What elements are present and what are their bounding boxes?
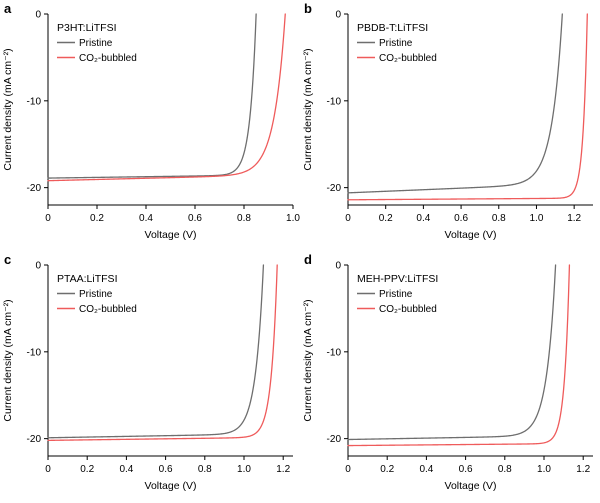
legend-label-co2: CO₂-bubbled	[379, 53, 437, 64]
y-tick-label: 0	[335, 261, 341, 272]
jv-curve-pristine	[47, 264, 265, 439]
y-axis-label: Current density (mA cm⁻²)	[302, 299, 314, 421]
legend-title: P3HT:LiTFSI	[57, 22, 117, 34]
y-tick-label: -10	[27, 96, 42, 107]
x-tick-label: 0.6	[188, 213, 202, 224]
x-tick-label: 1.2	[567, 213, 581, 224]
panel-letter-d: d	[304, 252, 312, 267]
jv-curve-pristine	[347, 264, 557, 441]
x-tick-label: 0.6	[459, 464, 473, 475]
legend-label-pristine: Pristine	[79, 38, 113, 49]
legend-title: PBDB-T:LiTFSI	[357, 22, 428, 34]
jv-plot-c: 0 -10 -20 0 0.2 0.4 0.6 0.8 1.0 1.2 Current densit…	[2, 252, 293, 492]
x-tick-label: 0	[45, 464, 51, 475]
x-axis-label: Voltage (V)	[145, 229, 197, 241]
jv-curve-co2-bubbled	[347, 13, 588, 201]
x-tick-label: 1.2	[276, 464, 290, 475]
panel-c: 0 -10 -20 0 0.2 0.4 0.6 0.8 1.0 1.2 Current densit…	[0, 251, 300, 502]
x-tick-label: 0.6	[454, 213, 468, 224]
panel-letter-c: c	[4, 252, 11, 267]
y-axis-label: Current density (mA cm⁻²)	[2, 299, 14, 421]
legend-title: PTAA:LiTFSI	[57, 273, 117, 285]
y-tick-label: -20	[27, 434, 42, 445]
x-tick-label: 0	[345, 213, 351, 224]
legend-label-pristine: Pristine	[379, 289, 413, 300]
legend-label-pristine: Pristine	[79, 289, 113, 300]
x-tick-label: 1.0	[537, 464, 551, 475]
x-axis-label: Voltage (V)	[445, 229, 497, 241]
jv-curve-co2-bubbled	[47, 13, 286, 182]
x-tick-label: 0.4	[139, 213, 153, 224]
y-tick-label: 0	[35, 261, 41, 272]
x-tick-label: 0.2	[90, 213, 104, 224]
x-tick-label: 0.2	[380, 464, 394, 475]
legend-label-co2: CO₂-bubbled	[379, 304, 437, 315]
x-tick-label: 0.8	[198, 464, 212, 475]
jv-curve-pristine	[347, 13, 563, 194]
legend-label-co2: CO₂-bubbled	[79, 53, 137, 64]
x-tick-label: 1.2	[576, 464, 590, 475]
x-tick-label: 0.6	[159, 464, 173, 475]
x-tick-label: 0.4	[119, 464, 133, 475]
jv-curve-co2-bubbled	[347, 264, 571, 447]
x-tick-label: 0.8	[498, 464, 512, 475]
panel-d: 0 -10 -20 0 0.2 0.4 0.6 0.8 1.0 1.2 Current densit…	[300, 251, 600, 502]
x-tick-label: 0.4	[416, 213, 430, 224]
y-axis-label: Current density (mA cm⁻²)	[2, 48, 14, 170]
panel-letter-a: a	[4, 1, 12, 16]
jv-curve-pristine	[47, 13, 257, 179]
x-tick-label: 0.8	[492, 213, 506, 224]
legend-title: MEH-PPV:LiTFSI	[357, 273, 438, 285]
jv-plot-d: 0 -10 -20 0 0.2 0.4 0.6 0.8 1.0 1.2 Current densit…	[302, 252, 593, 492]
y-tick-label: -20	[27, 183, 42, 194]
x-tick-label: 1.0	[286, 213, 300, 224]
jv-curve-co2-bubbled	[47, 264, 278, 442]
x-tick-label: 0.2	[379, 213, 393, 224]
y-tick-label: -10	[327, 347, 342, 358]
jv-plot-b: 0 -10 -20 0 0.2 0.4 0.6 0.8 1.0 1.2 Current densit…	[302, 1, 593, 241]
y-tick-label: 0	[335, 10, 341, 21]
x-tick-label: 0	[345, 464, 351, 475]
legend-label-pristine: Pristine	[379, 38, 413, 49]
x-tick-label: 0.2	[80, 464, 94, 475]
y-tick-label: -10	[327, 96, 342, 107]
panel-letter-b: b	[304, 1, 312, 16]
x-axis-label: Voltage (V)	[445, 480, 497, 492]
panel-a: 0 -10 -20 0 0.2 0.4 0.6 0.8 1.0 Current density (…	[0, 0, 300, 251]
jv-plot-a: 0 -10 -20 0 0.2 0.4 0.6 0.8 1.0 Current density (…	[2, 1, 300, 241]
panel-b: 0 -10 -20 0 0.2 0.4 0.6 0.8 1.0 1.2 Current densit…	[300, 0, 600, 251]
y-tick-label: -20	[327, 183, 342, 194]
y-tick-label: -10	[27, 347, 42, 358]
y-tick-label: 0	[35, 10, 41, 21]
x-axis-label: Voltage (V)	[145, 480, 197, 492]
y-axis-label: Current density (mA cm⁻²)	[302, 48, 314, 170]
x-tick-label: 1.0	[237, 464, 251, 475]
y-tick-label: -20	[327, 434, 342, 445]
x-tick-label: 1.0	[530, 213, 544, 224]
legend-label-co2: CO₂-bubbled	[79, 304, 137, 315]
x-tick-label: 0	[45, 213, 51, 224]
x-tick-label: 0.4	[419, 464, 433, 475]
x-tick-label: 0.8	[237, 213, 251, 224]
